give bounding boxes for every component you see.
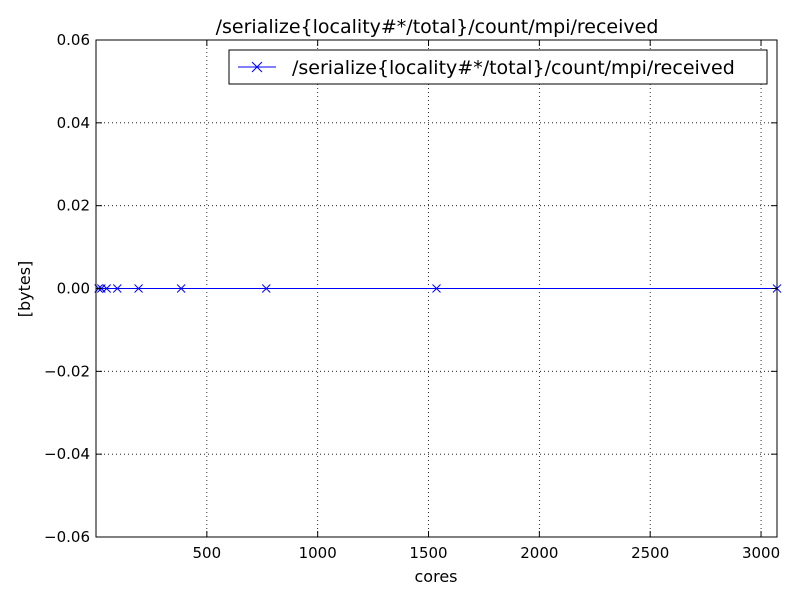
x-tick-label: 2500 bbox=[631, 544, 669, 562]
x-tick-label: 1500 bbox=[409, 544, 447, 562]
y-tick-label: 0.04 bbox=[57, 114, 90, 132]
ticks bbox=[96, 39, 777, 538]
data-point-marker bbox=[102, 284, 111, 293]
data-point-marker bbox=[261, 284, 271, 293]
chart-title: /serialize{locality#*/total}/count/mpi/r… bbox=[216, 16, 659, 38]
legend-marker-x bbox=[251, 61, 263, 73]
x-tick-label: 500 bbox=[193, 544, 222, 562]
data-point-marker bbox=[112, 284, 122, 293]
tick-labels: 500 1000 1500 2000 2500 3000 −0.06 −0.04 −0.02 0.… bbox=[44, 31, 780, 562]
data-point-marker bbox=[432, 284, 441, 293]
y-tick-label: −0.04 bbox=[44, 445, 90, 463]
y-axis-label: [bytes] bbox=[15, 261, 34, 318]
legend-box bbox=[228, 49, 768, 85]
series-layer bbox=[94, 284, 782, 293]
x-axis-label: cores bbox=[415, 567, 458, 586]
y-tick-label: 0.02 bbox=[57, 197, 90, 215]
legend-entry-label: /serialize{locality#*/total}/count/mpi/r… bbox=[292, 57, 735, 79]
data-point-marker bbox=[176, 284, 186, 293]
x-tick-label: 3000 bbox=[742, 544, 780, 562]
y-tick-label: 0.06 bbox=[57, 31, 90, 49]
legend: /serialize{locality#*/total}/count/mpi/r… bbox=[228, 49, 768, 85]
x-tick-label: 2000 bbox=[520, 544, 558, 562]
x-tick-label: 1000 bbox=[299, 544, 337, 562]
data-point-marker bbox=[134, 284, 143, 293]
y-tick-label: −0.06 bbox=[44, 528, 90, 546]
y-tick-label: −0.02 bbox=[44, 362, 90, 380]
y-tick-label: 0.00 bbox=[57, 280, 90, 298]
